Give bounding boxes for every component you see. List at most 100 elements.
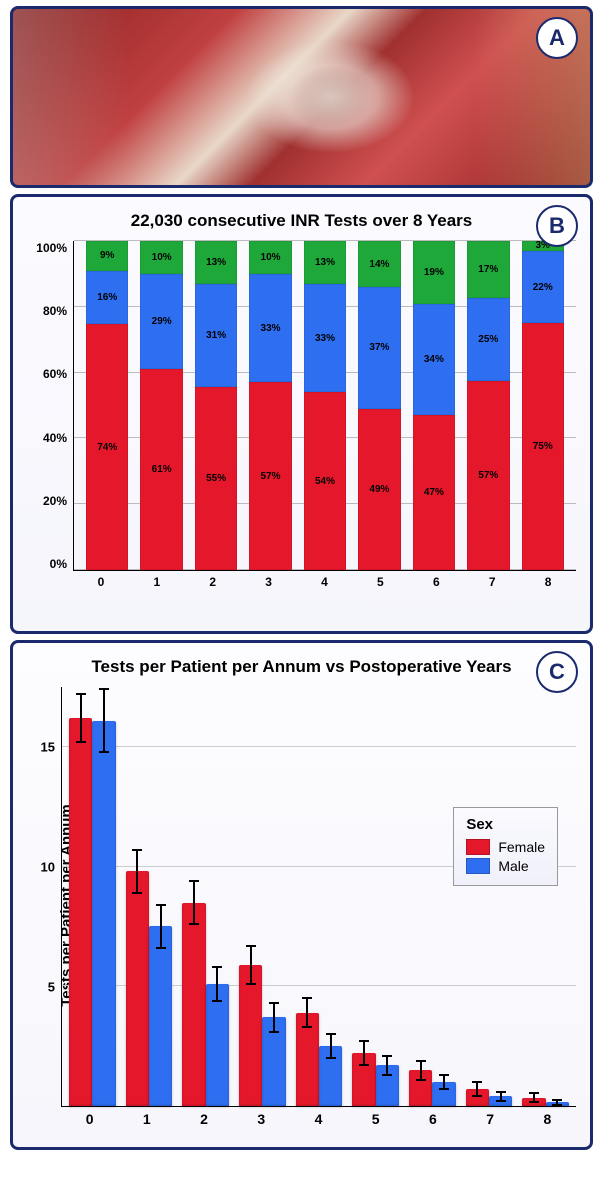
grouped-bar <box>67 687 118 1106</box>
panel-c-y-tick: 15 <box>41 740 55 755</box>
bar-female <box>239 965 262 1106</box>
error-bar <box>476 1082 478 1096</box>
legend-swatch-female <box>466 839 490 855</box>
panel-b-x-axis: 012345678 <box>27 575 576 589</box>
stacked-segment: 61% <box>140 369 182 570</box>
panel-c-x-tick: 8 <box>519 1111 576 1127</box>
stacked-segment: 31% <box>195 284 237 387</box>
stacked-segment: 9% <box>86 241 128 271</box>
stacked-segment: 19% <box>413 241 455 304</box>
error-bar <box>386 1056 388 1075</box>
panel-b-plot: 74%16%9%61%29%10%55%31%13%57%33%10%54%33… <box>73 241 576 571</box>
error-bar <box>363 1041 365 1065</box>
stacked-segment: 25% <box>467 298 509 381</box>
panel-b-x-tick: 1 <box>129 575 185 589</box>
surgical-photo-placeholder <box>13 9 590 185</box>
stacked-segment: 13% <box>304 241 346 284</box>
panel-c-x-tick: 1 <box>118 1111 175 1127</box>
stacked-segment: 29% <box>140 274 182 369</box>
panel-b-y-tick: 80% <box>43 304 67 318</box>
stacked-bar: 57%33%10% <box>249 241 291 570</box>
error-bar <box>443 1075 445 1089</box>
panel-b-x-tick: 4 <box>297 575 353 589</box>
legend-label-male: Male <box>498 858 528 874</box>
error-bar <box>160 905 162 948</box>
panel-b-y-tick: 60% <box>43 367 67 381</box>
panel-a-label: A <box>536 17 578 59</box>
stacked-segment: 10% <box>140 241 182 274</box>
stacked-chart: 100%80%60%40%20%0% 74%16%9%61%29%10%55%3… <box>27 241 576 571</box>
panel-c-x-tick: 7 <box>462 1111 519 1127</box>
stacked-segment: 55% <box>195 387 237 570</box>
bar-female <box>126 871 149 1106</box>
grouped-bar <box>464 687 515 1106</box>
panel-c-x-tick: 0 <box>61 1111 118 1127</box>
panel-c-y-tick: 5 <box>48 980 55 995</box>
stacked-bar: 49%37%14% <box>358 241 400 570</box>
stacked-segment: 14% <box>358 241 400 287</box>
stacked-segment: 57% <box>249 382 291 570</box>
stacked-bar: 74%16%9% <box>86 241 128 570</box>
grouped-bar <box>520 687 571 1106</box>
stacked-bar: 47%34%19% <box>413 241 455 570</box>
panel-c-x-tick: 3 <box>233 1111 290 1127</box>
panel-b-bars: 74%16%9%61%29%10%55%31%13%57%33%10%54%33… <box>74 241 576 570</box>
panel-b-y-tick: 100% <box>36 241 67 255</box>
error-bar <box>216 967 218 1001</box>
grouped-bar <box>124 687 175 1106</box>
panel-c-x-tick: 2 <box>175 1111 232 1127</box>
stacked-bar: 55%31%13% <box>195 241 237 570</box>
panel-b-label: B <box>536 205 578 247</box>
grouped-bar <box>237 687 288 1106</box>
panel-c-x-axis: 012345678 <box>27 1111 576 1127</box>
panel-c-title: Tests per Patient per Annum vs Postopera… <box>27 657 576 677</box>
error-bar <box>136 850 138 893</box>
panel-c-plot: Sex Female Male <box>61 687 576 1107</box>
legend-title: Sex <box>466 816 545 833</box>
panel-b-x-tick: 7 <box>464 575 520 589</box>
stacked-segment: 16% <box>86 271 128 324</box>
stacked-segment: 54% <box>304 392 346 570</box>
stacked-segment: 75% <box>522 323 564 570</box>
stacked-segment: 57% <box>467 381 509 570</box>
panel-c-x-tick: 5 <box>347 1111 404 1127</box>
legend-row-male: Male <box>466 858 545 874</box>
panel-b-x-tick: 3 <box>241 575 297 589</box>
error-bar <box>80 694 82 742</box>
panel-a: A <box>10 6 593 188</box>
panel-b-title: 22,030 consecutive INR Tests over 8 Year… <box>27 211 576 231</box>
panel-b-y-axis: 100%80%60%40%20%0% <box>27 241 73 571</box>
error-bar <box>420 1061 422 1080</box>
panel-c-x-tick: 4 <box>290 1111 347 1127</box>
stacked-segment: 34% <box>413 304 455 416</box>
grouped-chart: Tests per Patient per Annum 51015 Sex Fe… <box>27 687 576 1107</box>
legend-label-female: Female <box>498 839 545 855</box>
panel-c-label: C <box>536 651 578 693</box>
bar-male <box>149 926 172 1106</box>
error-bar <box>273 1003 275 1032</box>
stacked-segment: 13% <box>195 241 237 284</box>
stacked-segment: 22% <box>522 251 564 323</box>
bar-female <box>182 903 205 1107</box>
error-bar <box>250 946 252 984</box>
bar-male <box>92 721 115 1106</box>
panel-c-y-axis: Tests per Patient per Annum 51015 <box>27 687 61 1107</box>
panel-b: B 22,030 consecutive INR Tests over 8 Ye… <box>10 194 593 634</box>
error-bar <box>330 1034 332 1058</box>
stacked-segment: 37% <box>358 287 400 409</box>
panel-b-y-tick: 0% <box>50 557 67 571</box>
panel-b-x-tick: 0 <box>73 575 129 589</box>
panel-c: C Tests per Patient per Annum vs Postope… <box>10 640 593 1150</box>
panel-c-legend: Sex Female Male <box>453 807 558 886</box>
stacked-segment: 10% <box>249 241 291 274</box>
panel-c-bars <box>62 687 576 1106</box>
stacked-bar: 75%22%3% <box>522 241 564 570</box>
stacked-segment: 47% <box>413 415 455 570</box>
bar-female <box>69 718 92 1106</box>
error-bar <box>103 689 105 751</box>
panel-c-x-tick: 6 <box>404 1111 461 1127</box>
grouped-bar <box>407 687 458 1106</box>
panel-c-y-tick: 10 <box>41 860 55 875</box>
grouped-bar <box>180 687 231 1106</box>
legend-swatch-male <box>466 858 490 874</box>
